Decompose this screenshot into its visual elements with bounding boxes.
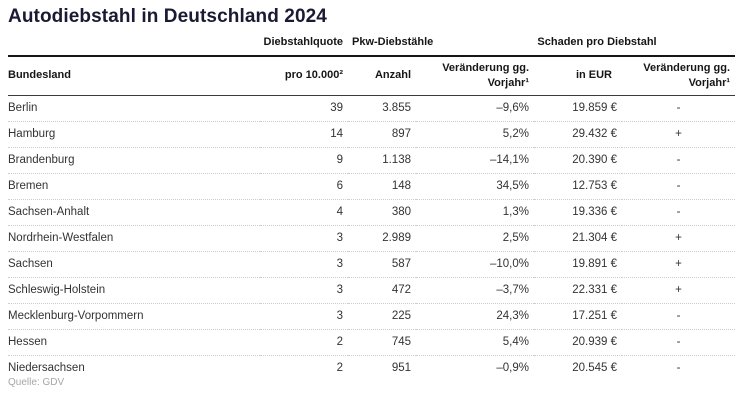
cell-trend: - xyxy=(622,147,735,174)
cell-trend: - xyxy=(622,173,735,200)
cell-veraenderung: 5,4% xyxy=(416,329,534,356)
cell-anzahl: 3.855 xyxy=(348,95,416,122)
cell-bundesland: Sachsen xyxy=(8,251,260,278)
cell-trend: - xyxy=(622,329,735,356)
column-header-veraenderung-1: Veränderung gg. Vorjahr¹ xyxy=(416,56,534,96)
table-row: Bremen 6 148 34,5% 12.753 € - xyxy=(8,173,735,200)
cell-eur: 17.251 € xyxy=(534,303,622,330)
cell-anzahl: 951 xyxy=(348,355,416,376)
cell-anzahl: 148 xyxy=(348,173,416,200)
cell-quote: 9 xyxy=(260,147,348,174)
cell-eur: 12.753 € xyxy=(534,173,622,200)
cell-quote: 2 xyxy=(260,355,348,376)
cell-veraenderung: –0,9% xyxy=(416,355,534,376)
page-title: Autodiebstahl in Deutschland 2024 xyxy=(8,6,327,27)
cell-anzahl: 587 xyxy=(348,251,416,278)
theft-statistics-table: Diebstahlquote Pkw-Diebstähle Schaden pr… xyxy=(8,30,735,376)
cell-quote: 14 xyxy=(260,121,348,148)
table-row: Nordrhein-Westfalen 3 2.989 2,5% 21.304 … xyxy=(8,225,735,252)
cell-trend: + xyxy=(622,251,735,278)
cell-eur: 20.545 € xyxy=(534,355,622,376)
cell-eur: 20.390 € xyxy=(534,147,622,174)
table-row: Hamburg 14 897 5,2% 29.432 € + xyxy=(8,121,735,148)
cell-veraenderung: 1,3% xyxy=(416,199,534,226)
cell-veraenderung: –3,7% xyxy=(416,277,534,304)
cell-bundesland: Niedersachsen xyxy=(8,355,260,376)
column-header-bundesland: Bundesland xyxy=(8,56,260,96)
cell-quote: 3 xyxy=(260,303,348,330)
table-row: Mecklenburg-Vorpommern 3 225 24,3% 17.25… xyxy=(8,303,735,330)
cell-bundesland: Berlin xyxy=(8,95,260,122)
group-header-row: Diebstahlquote Pkw-Diebstähle Schaden pr… xyxy=(8,30,735,57)
cell-quote: 3 xyxy=(260,277,348,304)
group-header-diebstahlquote: Diebstahlquote xyxy=(260,30,348,57)
cell-trend: - xyxy=(622,95,735,122)
table-row: Sachsen-Anhalt 4 380 1,3% 19.336 € - xyxy=(8,199,735,226)
cell-anzahl: 472 xyxy=(348,277,416,304)
cell-anzahl: 2.989 xyxy=(348,225,416,252)
cell-bundesland: Sachsen-Anhalt xyxy=(8,199,260,226)
cell-eur: 21.304 € xyxy=(534,225,622,252)
cell-quote: 6 xyxy=(260,173,348,200)
cell-eur: 20.939 € xyxy=(534,329,622,356)
column-header-in-eur: in EUR xyxy=(534,56,622,96)
cell-eur: 19.891 € xyxy=(534,251,622,278)
cell-anzahl: 225 xyxy=(348,303,416,330)
cell-bundesland: Hessen xyxy=(8,329,260,356)
cell-quote: 39 xyxy=(260,95,348,122)
cell-quote: 2 xyxy=(260,329,348,356)
cell-veraenderung: 24,3% xyxy=(416,303,534,330)
cell-veraenderung: 34,5% xyxy=(416,173,534,200)
cell-trend: - xyxy=(622,355,735,376)
cell-anzahl: 745 xyxy=(348,329,416,356)
column-header-row: Bundesland pro 10.000² Anzahl Veränderun… xyxy=(8,56,735,96)
column-header-veraenderung-2: Veränderung gg. Vorjahr¹ xyxy=(622,56,735,96)
cell-veraenderung: –9,6% xyxy=(416,95,534,122)
cell-trend: - xyxy=(622,199,735,226)
cell-veraenderung: 5,2% xyxy=(416,121,534,148)
cell-veraenderung: –10,0% xyxy=(416,251,534,278)
cell-eur: 22.331 € xyxy=(534,277,622,304)
cell-bundesland: Schleswig-Holstein xyxy=(8,277,260,304)
group-header-pkw-diebstaehle: Pkw-Diebstähle xyxy=(348,30,534,57)
table-scroll-area[interactable]: Diebstahlquote Pkw-Diebstähle Schaden pr… xyxy=(8,30,735,376)
cell-eur: 29.432 € xyxy=(534,121,622,148)
cell-trend: - xyxy=(622,303,735,330)
group-header-schaden-pro-diebstahl: Schaden pro Diebstahl xyxy=(534,30,735,57)
cell-eur: 19.336 € xyxy=(534,199,622,226)
table-row: Niedersachsen 2 951 –0,9% 20.545 € - xyxy=(8,355,735,376)
cell-anzahl: 897 xyxy=(348,121,416,148)
cell-veraenderung: –14,1% xyxy=(416,147,534,174)
source-note: Quelle: GDV xyxy=(8,377,65,388)
group-header-spacer xyxy=(8,30,260,57)
cell-quote: 3 xyxy=(260,225,348,252)
cell-quote: 4 xyxy=(260,199,348,226)
cell-bundesland: Bremen xyxy=(8,173,260,200)
cell-bundesland: Hamburg xyxy=(8,121,260,148)
cell-quote: 3 xyxy=(260,251,348,278)
table-row: Hessen 2 745 5,4% 20.939 € - xyxy=(8,329,735,356)
table-row: Brandenburg 9 1.138 –14,1% 20.390 € - xyxy=(8,147,735,174)
cell-bundesland: Brandenburg xyxy=(8,147,260,174)
column-header-pro-10000: pro 10.000² xyxy=(260,56,348,96)
cell-bundesland: Mecklenburg-Vorpommern xyxy=(8,303,260,330)
cell-trend: + xyxy=(622,121,735,148)
table-row: Schleswig-Holstein 3 472 –3,7% 22.331 € … xyxy=(8,277,735,304)
cell-eur: 19.859 € xyxy=(534,95,622,122)
column-header-anzahl: Anzahl xyxy=(348,56,416,96)
table-row: Berlin 39 3.855 –9,6% 19.859 € - xyxy=(8,95,735,122)
cell-veraenderung: 2,5% xyxy=(416,225,534,252)
cell-anzahl: 380 xyxy=(348,199,416,226)
cell-trend: + xyxy=(622,277,735,304)
cell-trend: + xyxy=(622,225,735,252)
cell-anzahl: 1.138 xyxy=(348,147,416,174)
table-row: Sachsen 3 587 –10,0% 19.891 € + xyxy=(8,251,735,278)
cell-bundesland: Nordrhein-Westfalen xyxy=(8,225,260,252)
